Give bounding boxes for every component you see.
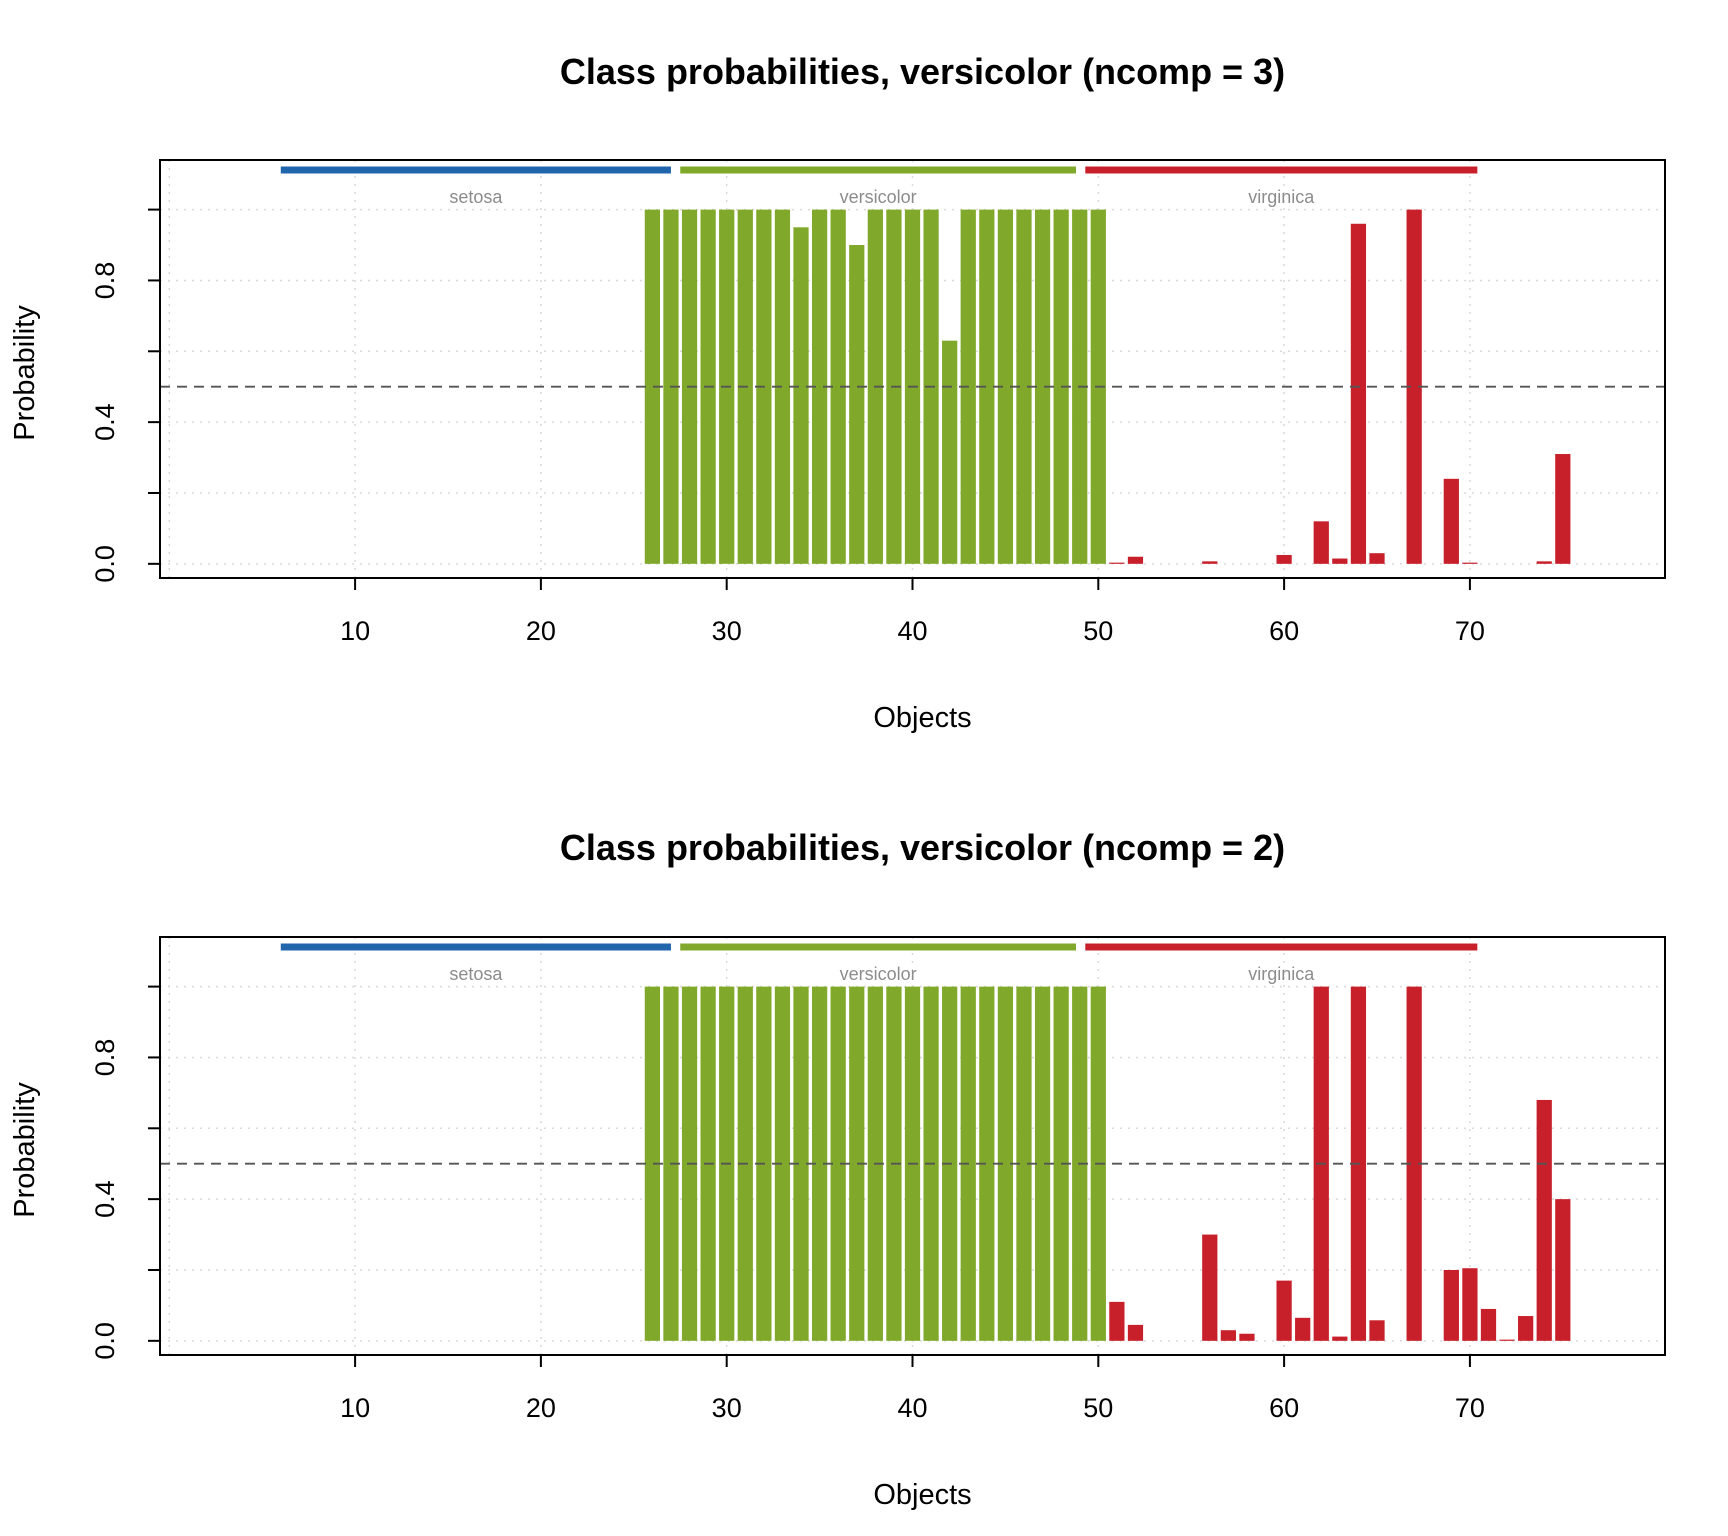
chart2-xtick-label: 40 <box>897 1393 927 1423</box>
chart2-x-axis-label: Objects <box>873 1479 971 1511</box>
chart1-bar <box>793 227 809 564</box>
chart2-bar <box>793 986 809 1341</box>
chart2-bar <box>1016 986 1032 1341</box>
chart1-bar <box>644 209 660 564</box>
chart2-bar <box>997 986 1014 1341</box>
chart2-xtick-label: 60 <box>1269 1393 1299 1423</box>
chart1-bar <box>1462 562 1478 564</box>
chart2-bar <box>811 986 828 1341</box>
chart1-bar <box>1369 553 1385 564</box>
chart1-group-label-versicolor: versicolor <box>840 187 917 207</box>
chart2-bar <box>1220 1330 1236 1341</box>
chart1-group-label-setosa: setosa <box>449 187 503 207</box>
chart1-bar <box>1313 521 1329 564</box>
chart1-bar <box>942 340 958 564</box>
chart1-bar <box>830 209 846 564</box>
chart2-bar <box>1462 1268 1478 1341</box>
chart1-bar <box>1109 562 1125 564</box>
chart2-bar <box>1443 1269 1459 1341</box>
chart2-bar <box>1332 1336 1348 1341</box>
chart2-bar <box>979 986 995 1341</box>
chart2-title: Class probabilities, versicolor (ncomp =… <box>560 827 1285 868</box>
chart1-xtick-label: 60 <box>1269 616 1299 646</box>
chart2-group-label-versicolor: versicolor <box>840 964 917 984</box>
chart2-xtick-label: 70 <box>1455 1393 1485 1423</box>
chart2-bar <box>1518 1316 1534 1341</box>
chart2-xtick-label: 30 <box>712 1393 742 1423</box>
chart1-bar <box>1276 554 1292 564</box>
chart2-y-axis-label: Probability <box>9 1082 41 1218</box>
chart1-xtick-label: 20 <box>526 616 556 646</box>
chart1-xtick-label: 40 <box>897 616 927 646</box>
chart2-bar <box>1202 1234 1218 1341</box>
chart1-bar <box>1443 478 1459 564</box>
chart1-ytick-label: 0.4 <box>90 403 120 441</box>
chart2-ytick-label: 0.0 <box>90 1322 120 1360</box>
chart1-bar <box>1350 223 1367 564</box>
chart2-bar <box>1555 1199 1571 1341</box>
chart2-bar <box>1109 1301 1125 1341</box>
chart2-bar <box>1034 986 1051 1341</box>
chart1-y-axis-label: Probability <box>9 305 41 441</box>
chart1-bar <box>1536 561 1552 564</box>
chart2-bar <box>1406 986 1422 1341</box>
chart1-bar <box>1332 558 1348 564</box>
chart1-bar <box>1406 209 1422 564</box>
chart1-bar <box>774 209 791 564</box>
chart1-ytick-label: 0.8 <box>90 262 120 300</box>
chart2-bar <box>1127 1324 1144 1341</box>
chart2-bar <box>1480 1308 1497 1341</box>
chart1-bar <box>1034 209 1051 564</box>
chart1-xtick-label: 10 <box>340 616 370 646</box>
chart2-ytick-label: 0.4 <box>90 1180 120 1218</box>
chart1-bar <box>997 209 1014 564</box>
chart1-bar <box>1016 209 1032 564</box>
chart1-xtick-label: 30 <box>712 616 742 646</box>
chart2-ytick-label: 0.8 <box>90 1039 120 1077</box>
chart1-group-label-virginica: virginica <box>1248 187 1315 207</box>
chart2-bar <box>1369 1320 1385 1341</box>
chart2-bar <box>774 986 791 1341</box>
chart1-bar <box>1127 556 1144 564</box>
chart2-group-label-virginica: virginica <box>1248 964 1315 984</box>
chart1-bar <box>849 245 865 564</box>
chart1-bar <box>979 209 995 564</box>
chart2-bar <box>644 986 660 1341</box>
chart2-bar <box>1239 1333 1255 1341</box>
chart2-group-label-setosa: setosa <box>449 964 503 984</box>
chart1-xtick-label: 70 <box>1455 616 1485 646</box>
chart2-bar <box>1276 1280 1292 1341</box>
chart1-bar <box>1202 561 1218 564</box>
chart2-bar <box>849 986 865 1341</box>
chart2-bar <box>1295 1317 1311 1341</box>
chart2-bar <box>1499 1339 1515 1341</box>
chart1-ytick-label: 0.0 <box>90 545 120 583</box>
chart1-bar <box>1555 454 1571 564</box>
chart2-xtick-label: 10 <box>340 1393 370 1423</box>
chart1-bar <box>811 209 828 564</box>
chart1-xtick-label: 50 <box>1083 616 1113 646</box>
chart1-title: Class probabilities, versicolor (ncomp =… <box>560 51 1285 92</box>
chart2-xtick-label: 50 <box>1083 1393 1113 1423</box>
chart2-bar <box>830 986 846 1341</box>
chart2-xtick-label: 20 <box>526 1393 556 1423</box>
chart2-bar <box>1536 1099 1552 1341</box>
chart1-x-axis-label: Objects <box>873 702 971 734</box>
